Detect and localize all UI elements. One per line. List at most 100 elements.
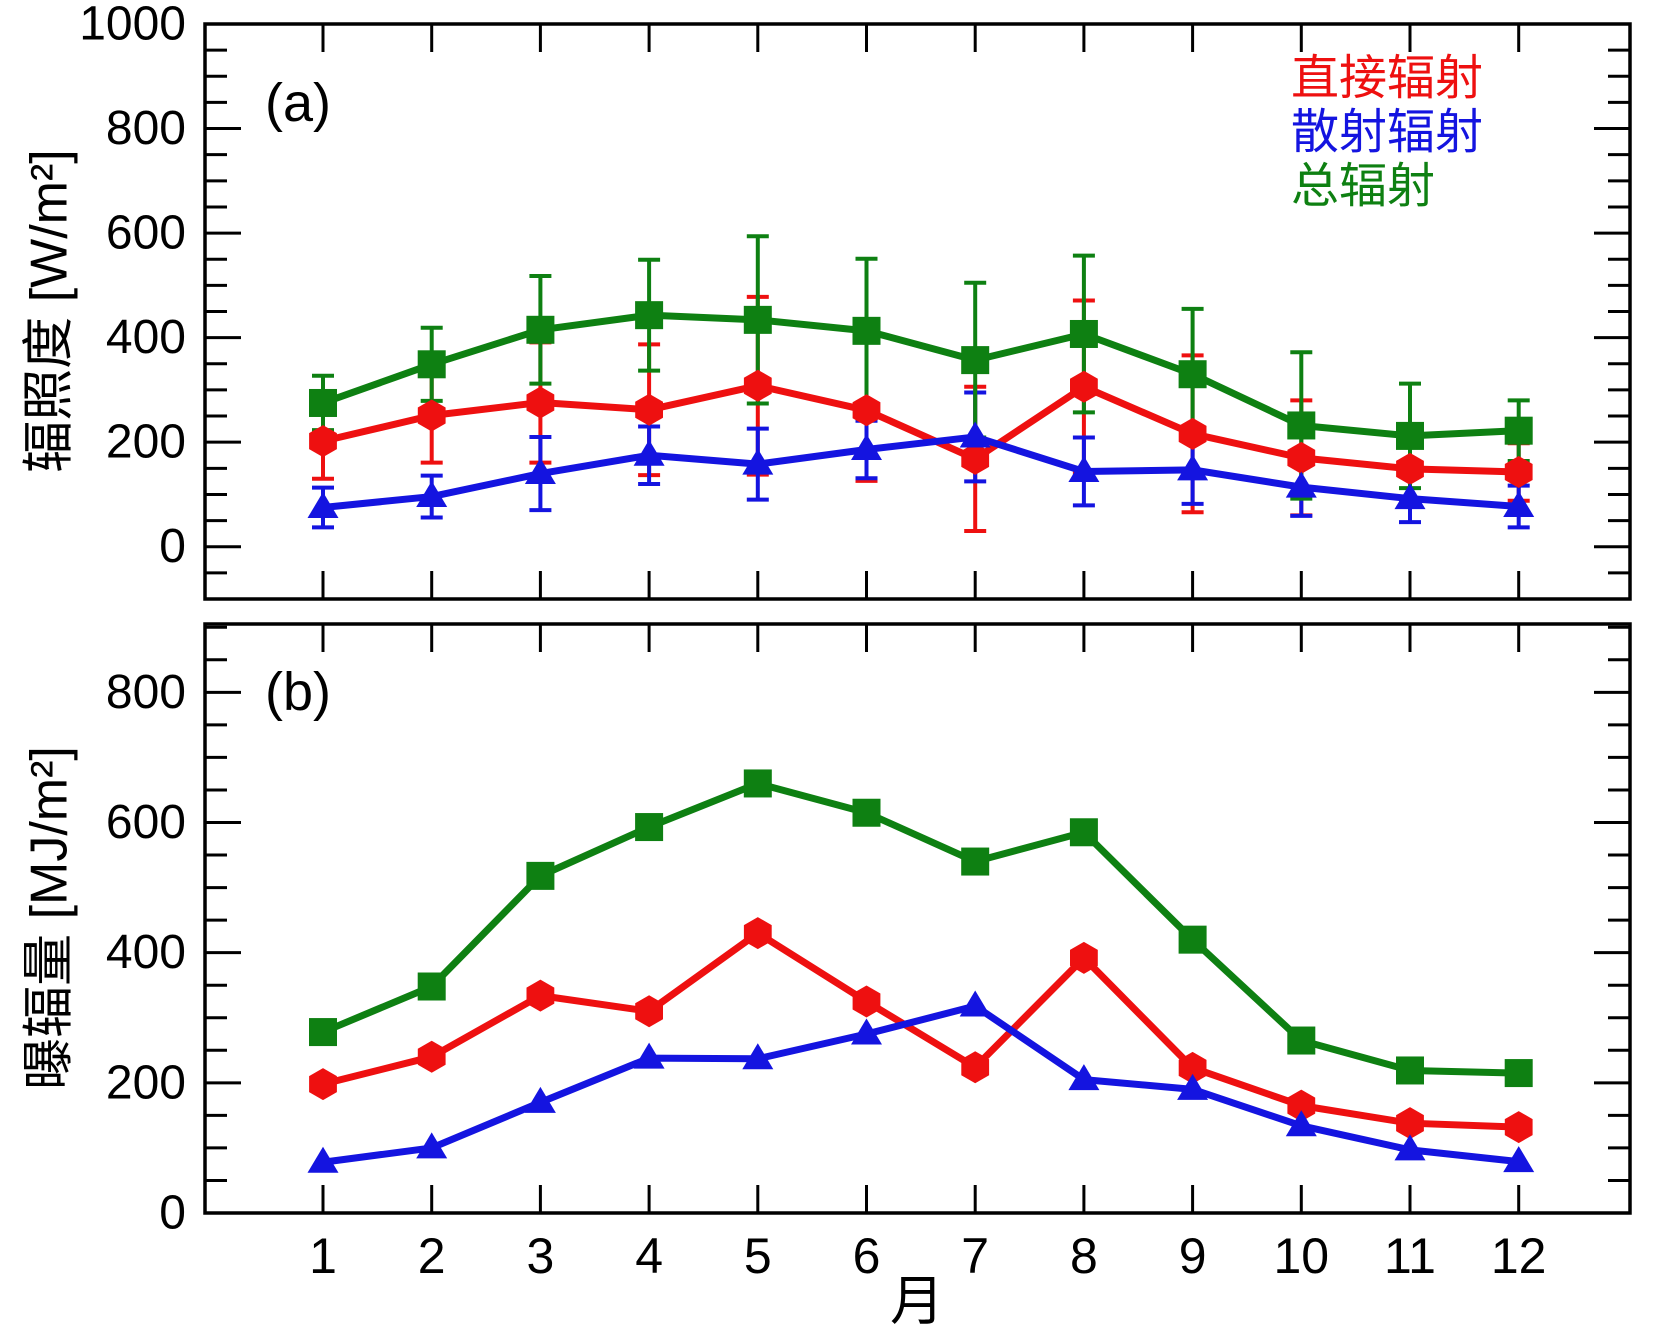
hexagon-marker xyxy=(1287,441,1316,474)
errorbars-direct xyxy=(312,294,1530,534)
x-tick-label: 8 xyxy=(1070,1228,1098,1284)
triangle-marker xyxy=(1177,454,1209,481)
triangle-marker xyxy=(1394,1134,1426,1161)
panel-a-x-ticks xyxy=(321,24,1521,599)
hexagon-marker xyxy=(1504,1111,1533,1144)
series-diffuse-radiation-panel-a xyxy=(307,421,1535,519)
panel-a-y-tick-labels: 0 200 400 600 800 1000 xyxy=(79,0,186,573)
panel-a-y-axis-title: 辐照度 [W/m²] xyxy=(20,149,79,473)
x-tick-label: 3 xyxy=(526,1228,554,1284)
triangle-marker xyxy=(742,1043,774,1070)
panel-a-label: (a) xyxy=(265,73,331,133)
square-marker xyxy=(417,972,446,1001)
triangle-marker xyxy=(959,421,991,448)
series-direct-radiation-panel-a xyxy=(309,369,1533,488)
hexagon-marker xyxy=(1396,1107,1424,1140)
hexagon-marker xyxy=(635,995,663,1028)
triangle-marker xyxy=(1503,490,1535,517)
panel-b: 0 200 400 600 800 xyxy=(106,622,1632,1240)
x-tick-label: 9 xyxy=(1179,1228,1207,1284)
x-tick-label: 1 xyxy=(309,1228,337,1284)
series-diffuse-radiation-panel-b xyxy=(307,990,1535,1173)
square-marker xyxy=(526,861,555,890)
panel-b-y-axis-title: 曝辐量 [MJ/m²] xyxy=(20,746,79,1090)
legend-item-direct-radiation: 直接辐射 xyxy=(1291,52,1484,105)
square-marker xyxy=(1287,1026,1316,1055)
hexagon-marker xyxy=(1396,452,1424,485)
square-marker xyxy=(961,847,990,876)
triangle-marker xyxy=(1068,1064,1100,1091)
series-direct-radiation-panel-b xyxy=(309,917,1533,1144)
triangle-marker xyxy=(851,434,882,460)
triangle-marker xyxy=(524,458,556,485)
hexagon-marker xyxy=(526,979,555,1012)
square-marker xyxy=(1504,416,1533,445)
panel-a-y-tick-label: 0 xyxy=(159,520,186,573)
hexagon-marker xyxy=(309,1068,337,1101)
hexagon-marker xyxy=(852,985,881,1018)
triangle-marker xyxy=(1285,1110,1317,1137)
triangle-marker xyxy=(416,1132,448,1159)
triangle-marker xyxy=(1394,483,1426,510)
triangle-marker xyxy=(307,492,339,519)
square-marker xyxy=(1178,925,1207,954)
panel-a-y-tick-label: 200 xyxy=(106,416,186,469)
square-marker xyxy=(743,305,772,334)
square-marker xyxy=(1396,1056,1424,1085)
square-marker xyxy=(1069,818,1098,847)
hexagon-marker xyxy=(417,1040,446,1073)
panel-a: 0 200 400 600 800 1000 xyxy=(79,0,1632,601)
direct-radiation-line xyxy=(319,929,1523,1131)
triangle-marker xyxy=(1285,471,1317,498)
x-tick-label: 7 xyxy=(961,1228,989,1284)
triangle-marker xyxy=(1068,455,1100,482)
hexagon-marker xyxy=(1504,455,1533,488)
panel-b-y-tick-label: 200 xyxy=(106,1056,186,1109)
legend-item-diffuse-radiation: 散射辐射 xyxy=(1291,106,1484,159)
triangle-marker xyxy=(524,1086,556,1113)
panel-a-y-tick-label: 600 xyxy=(106,207,186,260)
square-marker xyxy=(635,301,664,330)
square-marker xyxy=(309,388,337,417)
hexagon-marker xyxy=(961,1051,990,1084)
triangle-marker xyxy=(851,1018,882,1045)
panel-a-y-ticks xyxy=(205,48,1630,575)
hexagon-marker xyxy=(743,369,772,402)
hexagon-marker xyxy=(1070,941,1098,974)
x-tick-label: 12 xyxy=(1491,1228,1547,1284)
square-marker xyxy=(1396,421,1424,450)
hexagon-marker xyxy=(1287,1089,1316,1122)
triangle-marker xyxy=(307,1146,339,1173)
panel-b-y-tick-label: 800 xyxy=(106,666,186,719)
x-tick-label: 5 xyxy=(744,1228,772,1284)
panel-b-x-ticks xyxy=(321,624,1521,1213)
triangle-marker xyxy=(959,990,991,1017)
triangle-marker xyxy=(633,439,665,466)
hexagon-marker xyxy=(852,394,881,427)
hexagon-marker xyxy=(1178,1051,1207,1084)
x-tick-label: 11 xyxy=(1384,1228,1436,1284)
square-marker xyxy=(743,769,772,798)
panel-b-y-tick-labels: 0 200 400 600 800 xyxy=(106,666,186,1240)
square-marker xyxy=(852,316,881,345)
hexagon-marker xyxy=(309,425,337,458)
triangle-marker xyxy=(742,448,774,475)
series-total-radiation-panel-a xyxy=(309,301,1533,450)
total-radiation-line xyxy=(319,311,1523,440)
panel-b-y-tick-label: 0 xyxy=(159,1187,186,1240)
hexagon-marker xyxy=(526,386,555,419)
x-axis-title: 月 xyxy=(890,1271,944,1332)
panel-b-y-tick-label: 400 xyxy=(106,926,186,979)
square-marker xyxy=(635,813,664,842)
total-radiation-line xyxy=(319,779,1523,1077)
panel-a-y-tick-label: 800 xyxy=(106,102,186,155)
legend-item-total-radiation: 总辐射 xyxy=(1291,160,1436,213)
square-marker xyxy=(1287,411,1316,440)
x-tick-label: 4 xyxy=(635,1228,663,1284)
square-marker xyxy=(309,1018,337,1047)
hexagon-marker xyxy=(961,442,990,475)
hexagon-marker xyxy=(417,399,446,432)
panel-a-y-tick-label: 1000 xyxy=(79,0,186,51)
